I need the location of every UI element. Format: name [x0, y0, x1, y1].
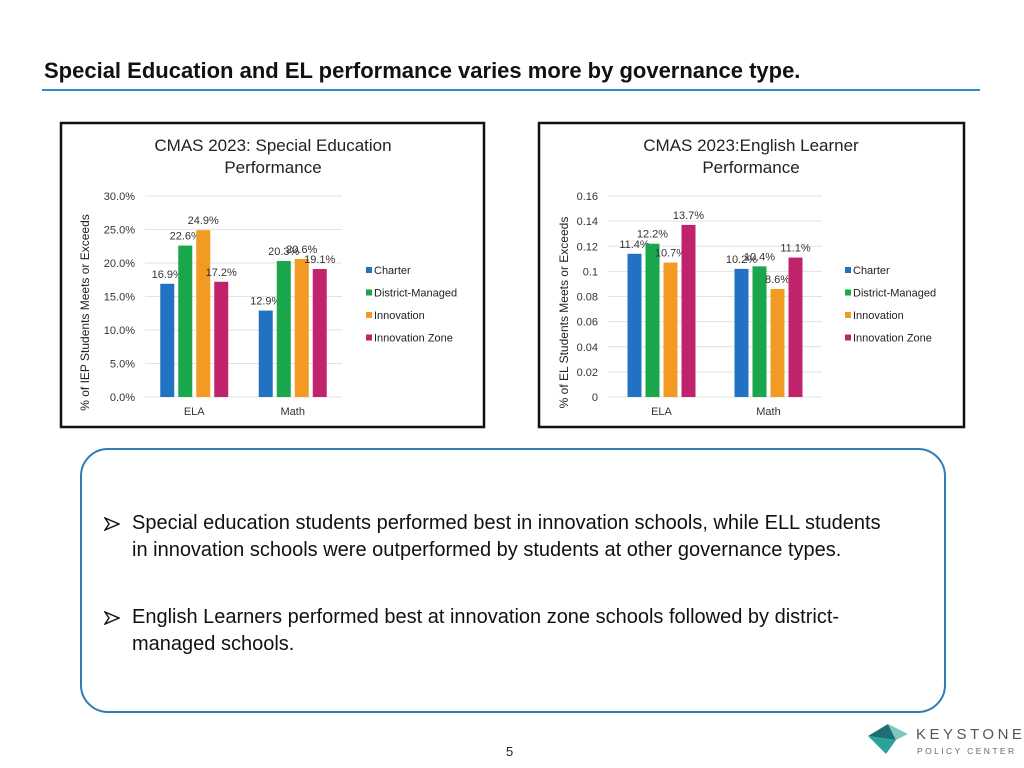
bullet-item: Special education students performed bes… [104, 510, 892, 564]
data-label: 19.1% [304, 254, 335, 266]
y-tick-label: 0.04 [577, 342, 598, 354]
summary-box: Special education students performed bes… [80, 448, 946, 713]
title-rule [42, 89, 980, 91]
data-label: 10.4% [744, 251, 775, 263]
y-tick-label: 0.14 [577, 216, 598, 228]
logo-name: KEYSTONE [916, 726, 1022, 743]
y-tick-label: 0.16 [577, 191, 598, 203]
bar [312, 269, 327, 397]
y-tick-label: 0.02 [577, 367, 598, 379]
bar [645, 243, 660, 397]
bar [276, 260, 291, 397]
logo: KEYSTONE POLICY CENTER [868, 724, 1022, 756]
data-label: 12.9% [250, 296, 281, 308]
bullet-arrow [104, 611, 120, 625]
bar [770, 288, 785, 397]
bar [734, 268, 749, 397]
y-tick-label: 20.0% [104, 258, 135, 270]
x-tick-label: ELA [184, 406, 205, 418]
bar [788, 257, 803, 397]
y-tick-label: 0.06 [577, 317, 598, 329]
bullet-text: Special education students performed bes… [132, 512, 881, 561]
y-tick-label: 25.0% [104, 225, 135, 237]
y-tick-label: 0.0% [110, 392, 135, 404]
bullet-text: English Learners performed best at innov… [132, 606, 840, 655]
y-tick-label: 10.0% [104, 325, 135, 337]
bullet-arrow [104, 517, 120, 531]
legend-label: Innovation Zone [374, 333, 453, 345]
logo-shape [868, 736, 896, 754]
slide-title: Special Education and EL performance var… [44, 58, 801, 83]
x-tick-label: Math [281, 406, 305, 418]
y-axis-title: % of EL Students Meets or Exceeds [557, 217, 571, 409]
data-label: 24.9% [188, 215, 219, 227]
legend-swatch [366, 312, 372, 318]
bar [258, 310, 273, 397]
bar [752, 266, 767, 397]
bar [196, 230, 211, 397]
chart-frame [537, 121, 966, 429]
x-tick-label: ELA [651, 406, 672, 418]
bar [214, 281, 229, 397]
legend-swatch [845, 312, 851, 318]
y-tick-label: 15.0% [104, 292, 135, 304]
legend-label: Innovation [853, 310, 904, 322]
data-label: 10.2% [726, 254, 757, 266]
data-label: 12.2% [637, 229, 668, 241]
bullet-item: English Learners performed best at innov… [104, 604, 892, 658]
legend-swatch [366, 334, 372, 341]
data-label: 11.4% [619, 239, 650, 251]
legend-swatch [845, 289, 851, 296]
bar [294, 258, 309, 397]
y-tick-label: 0.12 [577, 241, 598, 253]
x-tick-label: Math [756, 406, 780, 418]
legend-label: Charter [374, 265, 411, 277]
y-axis-title: % of IEP Students Meets or Exceeds [78, 214, 92, 411]
legend-label: District-Managed [374, 288, 457, 300]
data-label: 22.6% [170, 231, 201, 243]
bar [681, 224, 696, 397]
y-tick-label: 30.0% [104, 191, 135, 203]
legend-swatch [366, 267, 372, 273]
data-label: 20.6% [286, 244, 317, 256]
legend-swatch [845, 334, 851, 341]
legend-label: District-Managed [853, 288, 936, 300]
charts: 0.0% 5.0% 10.0% 15.0% 20.0% 25.0% 30.0% % of IE… [59, 121, 966, 429]
logo-shape [888, 724, 908, 740]
data-label: 8.6% [765, 274, 790, 286]
chart-title: CMAS 2023: Special Education Performance [154, 136, 392, 177]
bar [160, 283, 175, 397]
bar [178, 245, 193, 397]
logo-tagline: POLICY CENTER [917, 746, 1017, 756]
data-label: 13.7% [673, 210, 704, 222]
bar [627, 253, 642, 397]
y-tick-label: 0.1 [583, 266, 598, 278]
data-label: 10.7% [655, 248, 686, 260]
chart-title: CMAS 2023:English Learner Performance [643, 136, 859, 177]
y-tick-label: 5.0% [110, 359, 135, 371]
y-tick-label: 0.08 [577, 292, 598, 304]
data-label: 20.3% [268, 246, 299, 258]
data-label: 17.2% [206, 267, 237, 279]
legend-label: Charter [853, 265, 890, 277]
legend-swatch [845, 267, 851, 273]
page-number: 5 [506, 744, 514, 759]
legend-swatch [366, 289, 372, 296]
bar [663, 262, 678, 397]
y-tick-label: 0 [592, 392, 598, 404]
data-label: 11.1% [780, 243, 811, 255]
legend-label: Innovation Zone [853, 333, 932, 345]
legend-label: Innovation [374, 310, 425, 322]
chart-frame [59, 121, 486, 429]
logo-shape [868, 724, 896, 740]
data-label: 16.9% [152, 269, 183, 281]
